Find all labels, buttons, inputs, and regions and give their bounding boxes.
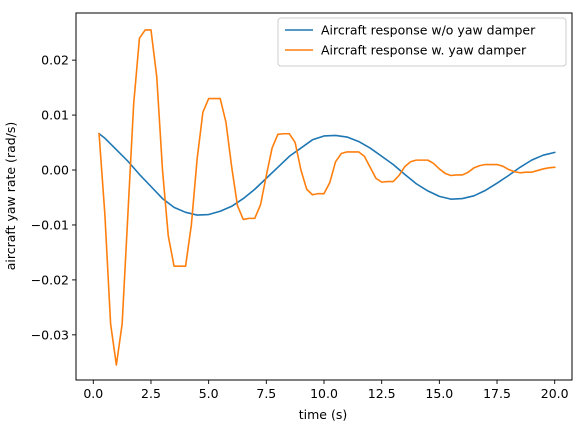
x-tick-label-2: 5.0	[199, 386, 219, 401]
x-tick-label-0: 0.0	[83, 386, 103, 401]
x-axis: 0.0 2.5 5.0 7.5 10.0 12.5 15.0 17.5 20.0	[83, 380, 569, 401]
series-line-0	[97, 132, 556, 216]
legend-box	[277, 17, 567, 67]
x-tick-label-5: 12.5	[368, 386, 396, 401]
series-line-1	[98, 29, 556, 366]
y-tick-label-2: −0.01	[31, 217, 69, 232]
y-axis-label: aircraft yaw rate (rad/s)	[3, 122, 18, 271]
legend-label-without-damper: Aircraft response w/o yaw damper	[321, 23, 536, 38]
x-tick-label-1: 2.5	[141, 386, 161, 401]
x-tick-label-3: 7.5	[256, 386, 276, 401]
x-tick-label-8: 20.0	[541, 386, 569, 401]
x-tick-label-4: 10.0	[310, 386, 338, 401]
y-tick-label-3: 0.00	[41, 163, 69, 178]
legend-label-with-damper: Aircraft response w. yaw damper	[321, 43, 527, 58]
y-tick-label-4: 0.01	[41, 108, 69, 123]
series-layer	[97, 29, 556, 366]
y-axis: −0.03 −0.02 −0.01 0.00 0.01 0.02	[31, 53, 76, 342]
y-tick-label-0: −0.03	[31, 327, 69, 342]
legend: Aircraft response w/o yaw damper Aircraf…	[277, 17, 567, 67]
x-axis-label: time (s)	[299, 407, 347, 422]
x-tick-label-6: 15.0	[425, 386, 453, 401]
x-tick-label-7: 17.5	[483, 386, 511, 401]
y-tick-label-1: −0.02	[31, 272, 69, 287]
y-tick-label-5: 0.02	[41, 53, 69, 68]
